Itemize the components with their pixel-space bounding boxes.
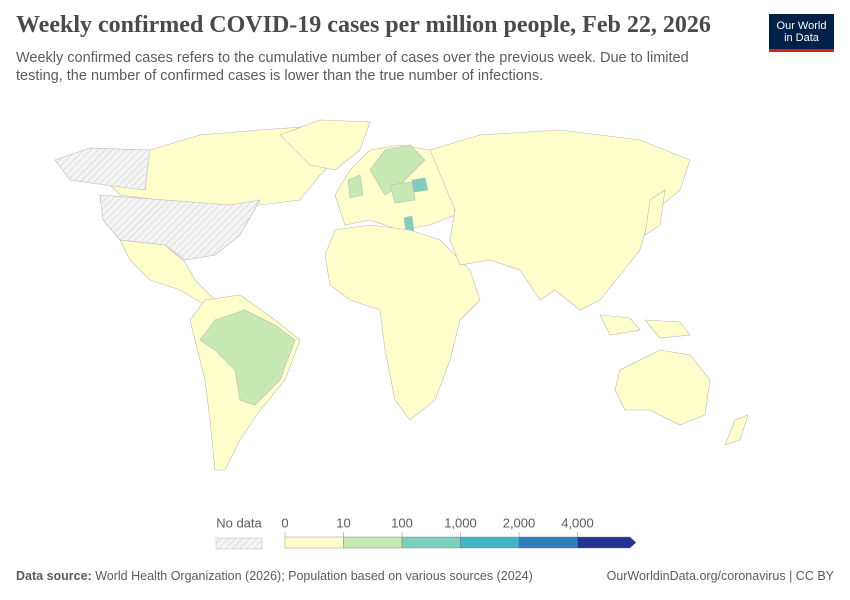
legend-tick-label: 1,000	[444, 515, 477, 530]
legend-bin	[518, 536, 578, 549]
legend-tick-label: 0	[281, 515, 288, 530]
country[interactable]	[724, 414, 749, 446]
country-no-data[interactable]	[99, 194, 261, 261]
country[interactable]	[389, 181, 416, 204]
country[interactable]	[279, 119, 371, 171]
logo[interactable]: Our World in Data	[769, 14, 834, 52]
no-data-swatch	[215, 537, 263, 550]
legend: No data 0 10 100 1,000 2,000 4,000	[215, 515, 637, 550]
country[interactable]	[199, 309, 296, 406]
country[interactable]	[411, 177, 429, 193]
legend-bin	[343, 536, 403, 549]
legend-tick-label: 100	[391, 515, 413, 530]
country[interactable]	[644, 189, 666, 236]
country-no-data[interactable]	[54, 147, 151, 191]
country[interactable]	[324, 224, 481, 421]
country[interactable]	[614, 349, 711, 426]
title: Weekly confirmed COVID-19 cases per mill…	[16, 12, 711, 38]
world-map	[54, 119, 749, 471]
country[interactable]	[429, 129, 691, 311]
legend-bin	[284, 536, 344, 549]
legend-tick-label: 10	[336, 515, 350, 530]
no-data-label: No data	[216, 515, 262, 530]
country[interactable]	[347, 174, 364, 199]
legend-bin	[460, 536, 520, 549]
source-label: Data source:	[16, 569, 92, 583]
logo-line: Our World	[776, 20, 827, 32]
legend-tick-label: 2,000	[503, 515, 536, 530]
footer: Data source: World Health Organization (…	[16, 569, 834, 583]
logo-line: in Data	[784, 32, 819, 44]
country[interactable]	[599, 314, 691, 339]
legend-bin	[401, 536, 461, 549]
subtitle: Weekly confirmed cases refers to the cum…	[16, 50, 689, 84]
source: World Health Organization (2026); Popula…	[95, 569, 533, 583]
country[interactable]	[369, 144, 426, 196]
link[interactable]: OurWorldinData.org/coronavirus | CC BY	[606, 569, 834, 583]
legend-bin	[577, 536, 637, 549]
country[interactable]	[104, 124, 346, 211]
legend-tick-label: 4,000	[561, 515, 594, 530]
